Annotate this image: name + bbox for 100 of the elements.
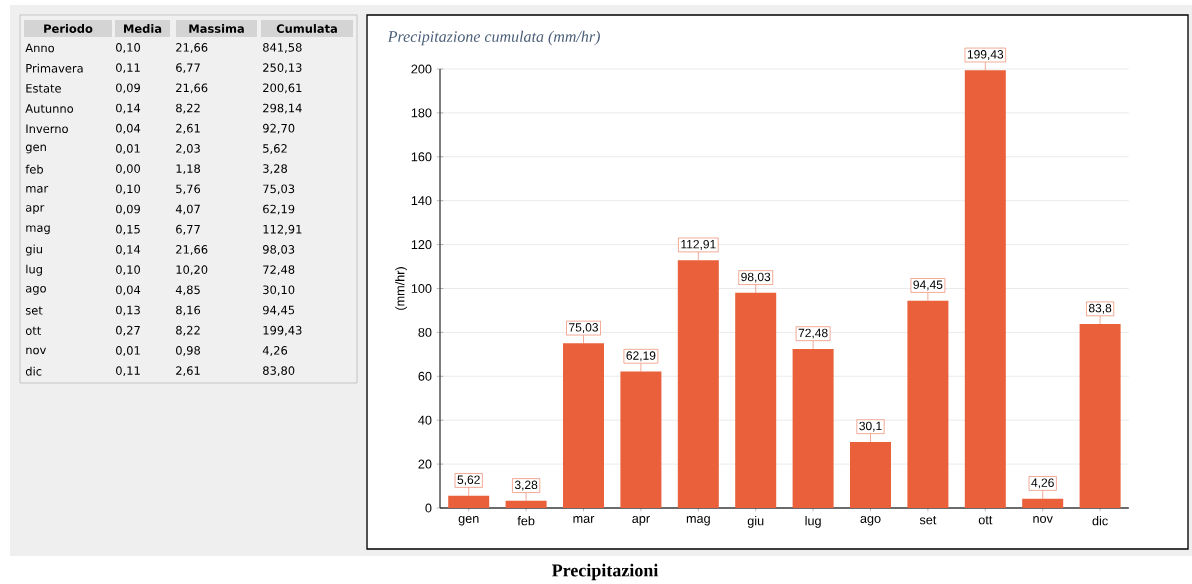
text: 112,91	[263, 224, 302, 235]
text: 298,14	[263, 103, 302, 114]
x-tick-label: mar	[573, 516, 595, 523]
text: 8,22	[176, 325, 200, 336]
text: mar	[26, 186, 49, 193]
data-label: 112,91	[681, 239, 716, 250]
text: 72,48	[263, 265, 295, 276]
y-tick-label: 0	[425, 503, 432, 513]
y-tick-label: 160	[411, 152, 432, 162]
y-tick-label: 20	[418, 459, 432, 469]
data-label: 199,43	[967, 50, 1004, 60]
text: 0,98	[176, 346, 201, 356]
text: Media	[124, 24, 162, 33]
y-tick-label: 40	[418, 415, 432, 425]
text: 21,66	[176, 83, 208, 94]
text: ott	[25, 326, 42, 335]
data-label: 83,8	[1088, 303, 1112, 314]
y-tick-label: 100	[411, 284, 432, 293]
text: 0,09	[116, 204, 140, 215]
y-tick-label: 120	[411, 240, 432, 250]
data-label: 30,1	[859, 421, 882, 432]
text: nov	[26, 347, 46, 355]
text: 0,04	[116, 123, 141, 134]
text: Primavera	[26, 63, 83, 73]
chart-title: Precipitazione cumulata (mm/hr)	[387, 30, 600, 46]
text: 199,43	[263, 325, 302, 336]
text: 83,80	[263, 366, 295, 377]
text: 0,10	[116, 184, 141, 195]
text: 2,61	[176, 366, 200, 377]
text: Precipitazioni	[552, 563, 659, 581]
y-tick-label: 80	[418, 327, 432, 337]
text: gen	[25, 144, 46, 154]
text: 75,03	[263, 184, 295, 195]
text: 0,00	[116, 164, 141, 175]
x-tick-label: mag	[686, 516, 710, 526]
text: feb	[25, 164, 44, 174]
text: 0,27	[116, 325, 140, 336]
text: 5,76	[176, 184, 201, 195]
text: 5,62	[263, 144, 287, 154]
x-tick-label: dic	[1092, 516, 1108, 526]
text: 0,01	[116, 144, 140, 154]
text: Autunno	[25, 104, 74, 113]
data-label: 3,28	[514, 480, 538, 491]
text: ago	[25, 285, 46, 295]
text: lug	[26, 264, 42, 276]
text: 0,11	[116, 63, 140, 74]
text: 4,07	[175, 204, 200, 215]
text: Estate	[26, 84, 61, 93]
text: 10,20	[176, 265, 208, 276]
data-label: 62,19	[626, 351, 656, 362]
x-tick-label: ott	[978, 516, 993, 525]
text: Inverno	[26, 124, 68, 134]
text: 0,10	[116, 43, 141, 53]
text: 0,14	[116, 245, 141, 255]
text: 2,61	[176, 123, 200, 134]
data-label: 75,03	[569, 323, 598, 334]
text: dic	[25, 366, 42, 376]
text: 0,04	[116, 285, 141, 296]
text: 94,45	[263, 305, 295, 316]
text: 0,10	[116, 265, 141, 276]
x-tick-label: apr	[632, 516, 650, 526]
text: 3,28	[263, 164, 288, 175]
x-tick-label: ago	[860, 516, 881, 526]
y-tick-label: 140	[411, 196, 432, 206]
y-tick-label: 180	[411, 108, 432, 118]
text: Periodo	[44, 24, 93, 33]
text: 98,03	[263, 245, 295, 255]
x-tick-label: set	[919, 516, 937, 525]
text: 92,70	[263, 123, 295, 134]
text: 21,66	[176, 245, 208, 255]
x-tick-label: giu	[747, 516, 764, 528]
text: 841,58	[263, 43, 302, 53]
text: set	[25, 306, 43, 315]
text: 8,22	[176, 103, 200, 114]
text: 6,77	[176, 224, 200, 235]
text: Anno	[25, 43, 55, 53]
text: 4,85	[175, 285, 200, 296]
x-tick-label: nov	[1033, 516, 1053, 523]
text: 250,13	[263, 63, 302, 74]
text: 2,03	[176, 144, 200, 154]
text: 1,18	[176, 164, 201, 175]
text: 8,16	[176, 305, 201, 316]
text: mag	[26, 225, 50, 235]
x-tick-label: gen	[458, 516, 479, 526]
data-label: 72,48	[798, 328, 828, 339]
text: Massima	[189, 24, 244, 33]
y-tick-label: 200	[411, 64, 432, 74]
text: 200,61	[263, 83, 302, 94]
y-tick-label: 60	[418, 371, 432, 381]
text: 0,14	[116, 103, 141, 114]
text: 0,09	[116, 83, 140, 94]
data-label: 4,26	[1031, 478, 1054, 489]
x-tick-label: lug	[805, 516, 821, 528]
text: 30,10	[263, 285, 295, 296]
x-tick-label: feb	[517, 516, 535, 526]
text: 62,19	[263, 204, 295, 215]
text: apr	[25, 205, 45, 214]
data-label: 98,03	[741, 272, 771, 283]
data-label: 94,45	[913, 280, 943, 291]
text: giu	[25, 244, 42, 256]
